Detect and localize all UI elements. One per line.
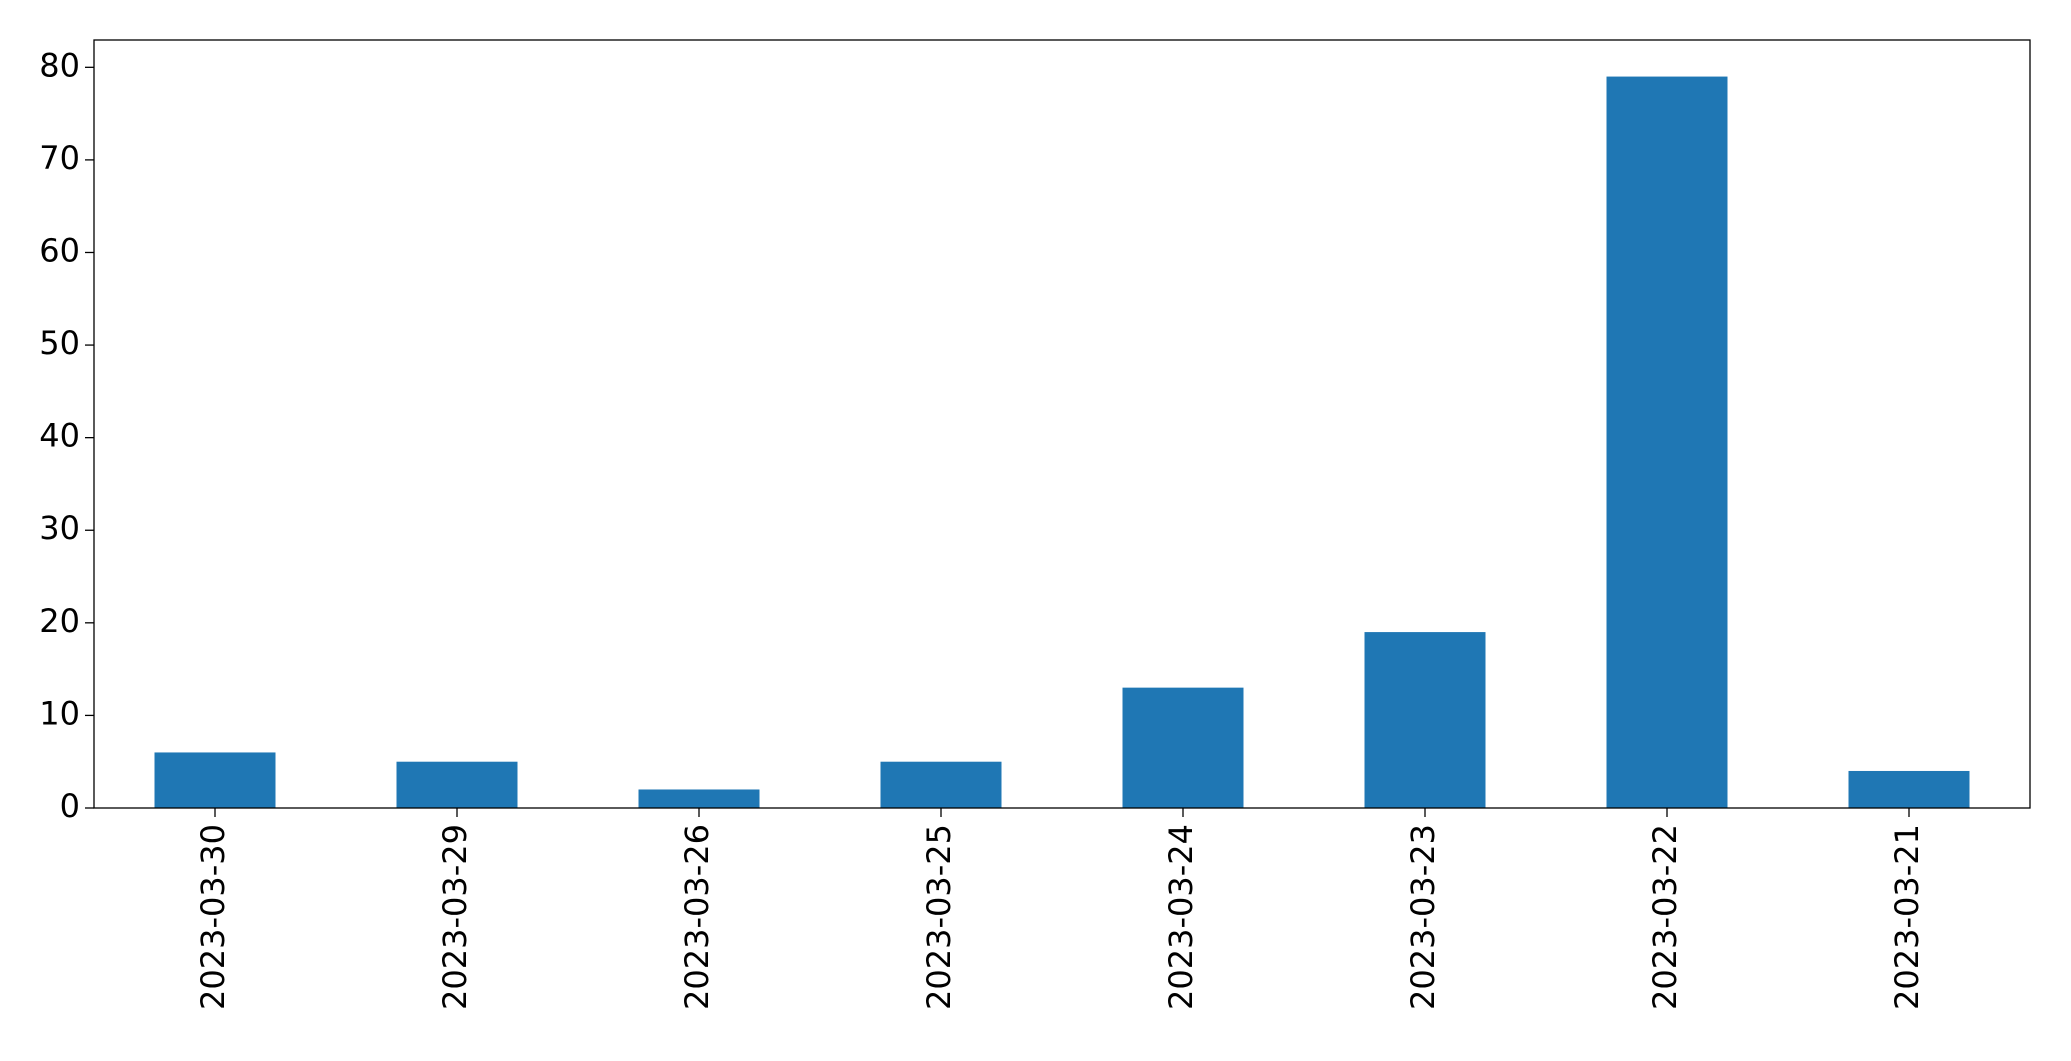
bar [154,752,276,808]
bar [1848,770,1970,808]
x-tick-label: 2023-03-23 [1404,824,1442,1010]
y-tick-label: 60 [39,231,80,269]
x-tick-label: 2023-03-22 [1646,824,1684,1010]
y-tick-label: 40 [39,417,80,455]
bar [1606,76,1728,809]
x-tick-label: 2023-03-26 [678,824,716,1010]
bar [1122,687,1244,808]
plot-frame [93,39,2031,809]
y-tick-label: 20 [39,602,80,640]
bar [638,789,760,808]
x-tick-label: 2023-03-25 [920,824,958,1010]
y-tick-label: 50 [39,324,80,362]
y-tick-label: 80 [39,46,80,84]
y-tick-label: 10 [39,694,80,732]
y-tick-label: 70 [39,139,80,177]
bar [1364,632,1486,808]
x-tick-label: 2023-03-21 [1888,824,1926,1010]
x-tick-label: 2023-03-29 [436,824,474,1010]
y-tick-label: 30 [39,509,80,547]
bar [880,761,1002,808]
y-tick-label: 0 [60,787,80,825]
x-tick-label: 2023-03-30 [194,824,232,1010]
bar [396,761,518,808]
x-tick-label: 2023-03-24 [1162,824,1200,1010]
